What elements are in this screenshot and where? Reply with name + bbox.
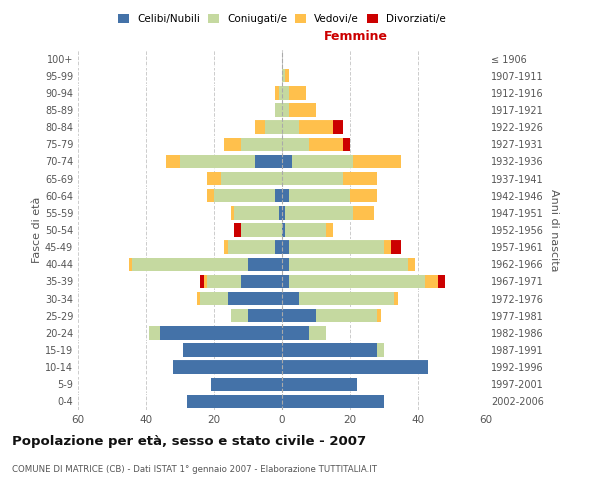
Bar: [200, 274, 204, 288]
Bar: [214, 189, 275, 202]
Bar: [224, 138, 241, 151]
Bar: [231, 309, 248, 322]
Bar: [377, 344, 384, 356]
Bar: [278, 86, 282, 100]
Bar: [282, 138, 309, 151]
Bar: [282, 206, 286, 220]
Bar: [333, 120, 343, 134]
Bar: [282, 69, 286, 82]
Bar: [286, 224, 326, 236]
Bar: [241, 274, 282, 288]
Bar: [289, 274, 425, 288]
Bar: [204, 274, 207, 288]
Bar: [241, 138, 282, 151]
Bar: [173, 360, 282, 374]
Bar: [289, 189, 350, 202]
Bar: [282, 240, 289, 254]
Bar: [197, 292, 200, 306]
Bar: [282, 344, 377, 356]
Bar: [282, 86, 289, 100]
Bar: [439, 274, 445, 288]
Bar: [289, 240, 384, 254]
Bar: [282, 360, 428, 374]
Bar: [299, 120, 333, 134]
Bar: [278, 206, 282, 220]
Bar: [289, 104, 316, 117]
Bar: [394, 292, 398, 306]
Bar: [184, 344, 282, 356]
Bar: [248, 309, 282, 322]
Bar: [282, 258, 289, 271]
Bar: [391, 240, 401, 254]
Legend: Celibi/Nubili, Coniugati/e, Vedovi/e, Divorziati/e: Celibi/Nubili, Coniugati/e, Vedovi/e, Di…: [116, 12, 448, 26]
Bar: [282, 189, 289, 202]
Bar: [200, 292, 227, 306]
Bar: [326, 224, 333, 236]
Y-axis label: Fasce di età: Fasce di età: [32, 197, 42, 263]
Bar: [309, 326, 326, 340]
Bar: [289, 258, 408, 271]
Bar: [207, 172, 221, 186]
Text: Popolazione per età, sesso e stato civile - 2007: Popolazione per età, sesso e stato civil…: [12, 435, 366, 448]
Bar: [241, 224, 282, 236]
Bar: [248, 258, 282, 271]
Bar: [275, 86, 278, 100]
Bar: [187, 394, 282, 408]
Bar: [343, 172, 377, 186]
Bar: [282, 394, 384, 408]
Bar: [207, 274, 241, 288]
Bar: [235, 224, 241, 236]
Bar: [316, 309, 377, 322]
Text: Femmine: Femmine: [323, 30, 388, 43]
Bar: [265, 120, 282, 134]
Bar: [299, 292, 394, 306]
Y-axis label: Anni di nascita: Anni di nascita: [549, 188, 559, 271]
Bar: [275, 240, 282, 254]
Bar: [425, 274, 439, 288]
Bar: [282, 172, 343, 186]
Bar: [227, 292, 282, 306]
Bar: [227, 240, 275, 254]
Bar: [211, 378, 282, 391]
Bar: [207, 189, 214, 202]
Bar: [231, 206, 235, 220]
Bar: [282, 224, 286, 236]
Bar: [235, 206, 278, 220]
Bar: [343, 138, 350, 151]
Bar: [384, 240, 391, 254]
Bar: [275, 189, 282, 202]
Bar: [282, 104, 289, 117]
Bar: [377, 309, 380, 322]
Bar: [408, 258, 415, 271]
Bar: [282, 154, 292, 168]
Bar: [282, 378, 357, 391]
Bar: [224, 240, 227, 254]
Bar: [129, 258, 133, 271]
Bar: [353, 154, 401, 168]
Bar: [282, 292, 299, 306]
Bar: [353, 206, 374, 220]
Bar: [133, 258, 248, 271]
Bar: [309, 138, 343, 151]
Bar: [286, 206, 353, 220]
Bar: [350, 189, 377, 202]
Bar: [286, 69, 289, 82]
Bar: [180, 154, 255, 168]
Bar: [282, 309, 316, 322]
Bar: [289, 86, 306, 100]
Bar: [166, 154, 180, 168]
Bar: [282, 274, 289, 288]
Bar: [255, 154, 282, 168]
Bar: [160, 326, 282, 340]
Bar: [255, 120, 265, 134]
Text: COMUNE DI MATRICE (CB) - Dati ISTAT 1° gennaio 2007 - Elaborazione TUTTITALIA.IT: COMUNE DI MATRICE (CB) - Dati ISTAT 1° g…: [12, 465, 377, 474]
Bar: [221, 172, 282, 186]
Bar: [292, 154, 353, 168]
Bar: [149, 326, 160, 340]
Bar: [275, 104, 282, 117]
Bar: [282, 120, 299, 134]
Bar: [282, 326, 309, 340]
